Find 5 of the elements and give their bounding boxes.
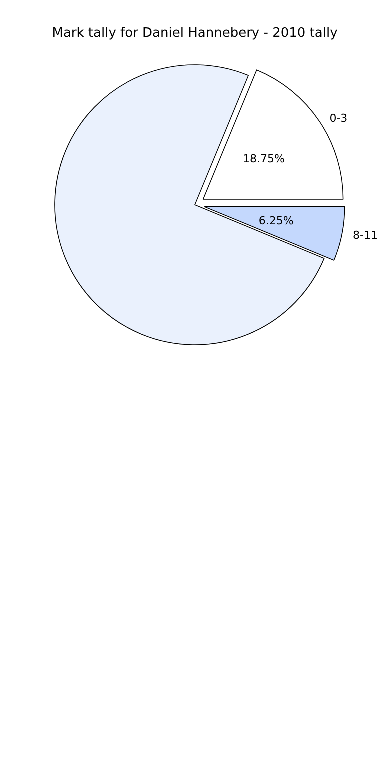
slice-label: 8-11 [353,228,378,242]
data-label: 6.25% [258,214,294,228]
data-label: 18.75% [243,152,285,166]
chart-title: Mark tally for Daniel Hannebery - 2010 tally [52,26,338,41]
slice-label: 0-3 [330,112,348,125]
